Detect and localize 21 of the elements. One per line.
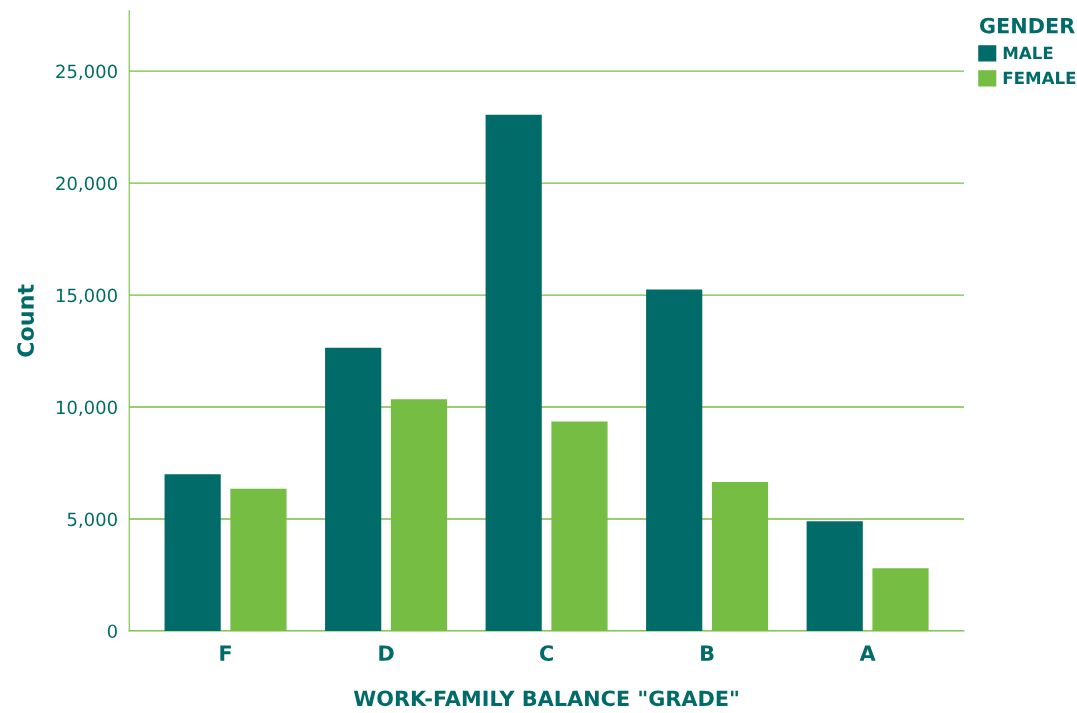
legend-label: MALE [1003, 46, 1053, 60]
y-tick-label: 25,000 [56, 64, 117, 81]
legend-label: FEMALE [1003, 71, 1076, 84]
x-tick-label: F [220, 645, 231, 661]
x-tick-label: D [379, 645, 394, 661]
bar [485, 114, 542, 631]
x-tick-label: C [539, 645, 553, 662]
bar [806, 521, 863, 631]
bar [164, 474, 221, 631]
bar [325, 347, 382, 631]
y-axis-title: Count [17, 284, 34, 357]
y-tick-label: 5,000 [67, 512, 117, 528]
y-tick-label: 15,000 [56, 288, 117, 305]
x-tick-label: A [859, 645, 876, 661]
y-tick-label: 0 [107, 624, 117, 639]
x-axis-title: WORK-FAMILY BALANCE "GRADE" [353, 690, 738, 707]
x-tick-label: B [701, 645, 714, 661]
bar [646, 289, 703, 631]
y-tick-label: 20,000 [56, 176, 117, 193]
y-tick-label: 10,000 [56, 400, 117, 417]
legend-title: GENDER [979, 17, 1075, 34]
